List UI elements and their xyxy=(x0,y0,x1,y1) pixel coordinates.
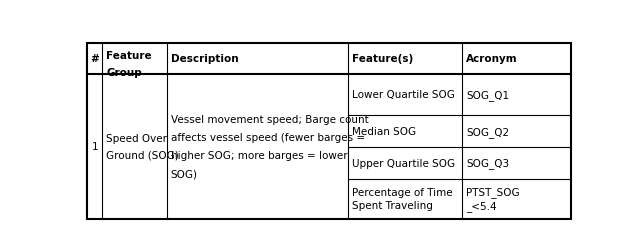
Text: Upper Quartile SOG: Upper Quartile SOG xyxy=(352,158,455,168)
Text: Ground (SOG): Ground (SOG) xyxy=(106,150,179,160)
Text: SOG_Q3: SOG_Q3 xyxy=(466,158,509,169)
Text: Description: Description xyxy=(171,54,238,64)
Text: Feature(s): Feature(s) xyxy=(352,54,413,64)
Text: affects vessel speed (fewer barges =: affects vessel speed (fewer barges = xyxy=(171,132,365,142)
Text: Group: Group xyxy=(106,68,142,78)
Text: SOG_Q1: SOG_Q1 xyxy=(466,90,509,101)
Text: #: # xyxy=(90,54,99,64)
Text: _<5.4: _<5.4 xyxy=(466,200,497,211)
Text: Lower Quartile SOG: Lower Quartile SOG xyxy=(352,90,454,100)
Text: PTST_SOG: PTST_SOG xyxy=(466,187,520,198)
Text: 1: 1 xyxy=(92,142,98,152)
Text: Vessel movement speed; Barge count: Vessel movement speed; Barge count xyxy=(171,114,369,124)
Text: higher SOG; more barges = lower: higher SOG; more barges = lower xyxy=(171,151,348,160)
Text: Acronym: Acronym xyxy=(466,54,518,64)
Text: Speed Over: Speed Over xyxy=(106,133,167,143)
Text: Feature: Feature xyxy=(106,51,152,61)
Text: Median SOG: Median SOG xyxy=(352,126,416,136)
Text: SOG): SOG) xyxy=(171,169,198,179)
Text: Percentage of Time: Percentage of Time xyxy=(352,187,452,197)
Text: SOG_Q2: SOG_Q2 xyxy=(466,126,509,137)
Text: Spent Traveling: Spent Traveling xyxy=(352,201,433,211)
